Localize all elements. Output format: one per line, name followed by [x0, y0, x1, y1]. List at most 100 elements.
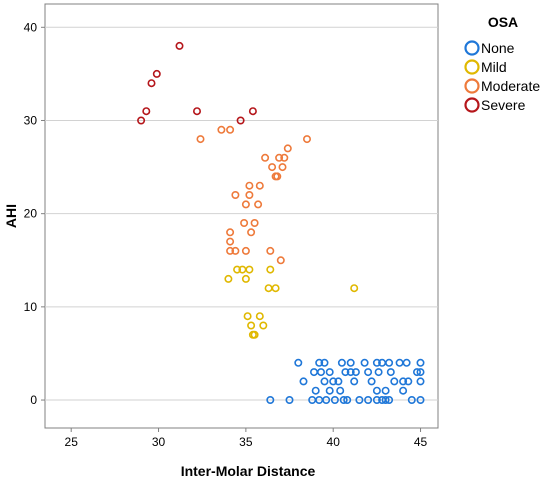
- series-mild: [224, 265, 359, 339]
- data-point: [311, 386, 320, 395]
- data-point: [341, 368, 350, 377]
- data-point: [346, 368, 355, 377]
- data-point: [399, 377, 408, 386]
- data-point: [226, 246, 235, 255]
- data-point: [360, 358, 369, 367]
- data-point: [226, 237, 235, 246]
- data-point: [364, 368, 373, 377]
- data-point: [247, 228, 256, 237]
- data-point: [330, 395, 339, 404]
- data-point: [350, 377, 359, 386]
- data-point: [240, 219, 249, 228]
- data-point: [337, 358, 346, 367]
- data-point: [346, 358, 355, 367]
- data-point: [416, 368, 425, 377]
- data-point: [325, 368, 334, 377]
- data-point: [255, 312, 264, 321]
- data-point: [336, 386, 345, 395]
- data-point: [367, 377, 376, 386]
- data-point: [266, 246, 275, 255]
- data-point: [399, 386, 408, 395]
- plot-area: [44, 3, 439, 429]
- data-point: [276, 256, 285, 265]
- series-moderate: [196, 125, 311, 265]
- series-none: [266, 358, 425, 404]
- data-point: [334, 377, 343, 386]
- x-tick-label: 25: [65, 435, 79, 449]
- data-point: [325, 386, 334, 395]
- data-point: [241, 200, 250, 209]
- data-point: [381, 386, 390, 395]
- data-points: [137, 41, 425, 404]
- data-point: [254, 200, 263, 209]
- data-point: [390, 377, 399, 386]
- data-point: [142, 107, 151, 116]
- data-point: [404, 377, 413, 386]
- data-point: [322, 395, 331, 404]
- data-point: [374, 368, 383, 377]
- data-point: [250, 219, 259, 228]
- data-point: [355, 395, 364, 404]
- data-point: [255, 181, 264, 190]
- data-point: [351, 368, 360, 377]
- data-point: [241, 246, 250, 255]
- data-point: [343, 395, 352, 404]
- data-point: [271, 284, 280, 293]
- y-tick-label: 10: [24, 300, 38, 314]
- legend-label-severe: Severe: [481, 97, 526, 113]
- data-point: [243, 312, 252, 321]
- data-point: [385, 395, 394, 404]
- data-point: [315, 358, 324, 367]
- data-point: [245, 191, 254, 200]
- data-point: [385, 358, 394, 367]
- legend: OSA None Mild Moderate Severe: [464, 14, 540, 113]
- data-point: [266, 265, 275, 274]
- data-point: [245, 181, 254, 190]
- data-point: [302, 135, 311, 144]
- y-tick-label: 30: [24, 113, 38, 127]
- legend-title: OSA: [488, 14, 518, 30]
- data-point: [283, 144, 292, 153]
- data-point: [217, 125, 226, 134]
- data-point: [266, 395, 275, 404]
- y-axis-ticks: 0 10 20 30 40: [24, 20, 45, 407]
- data-point: [372, 386, 381, 395]
- data-point: [245, 265, 254, 274]
- data-point: [175, 41, 184, 50]
- data-point: [320, 358, 329, 367]
- data-point: [416, 358, 425, 367]
- data-point: [299, 377, 308, 386]
- data-point: [233, 265, 242, 274]
- x-tick-label: 40: [327, 435, 341, 449]
- data-point: [259, 321, 268, 330]
- legend-marker-moderate: [464, 78, 480, 94]
- data-point: [280, 153, 289, 162]
- y-tick-label: 20: [24, 207, 38, 221]
- data-point: [273, 172, 282, 181]
- data-point: [285, 395, 294, 404]
- data-point: [416, 395, 425, 404]
- data-point: [241, 274, 250, 283]
- data-point: [137, 116, 146, 125]
- data-point: [193, 107, 202, 116]
- legend-label-none: None: [481, 40, 515, 56]
- data-point: [275, 153, 284, 162]
- data-point: [316, 368, 325, 377]
- x-axis-title: Inter-Molar Distance: [181, 463, 316, 479]
- data-point: [416, 377, 425, 386]
- data-point: [364, 395, 373, 404]
- legend-marker-severe: [464, 97, 480, 113]
- y-tick-label: 40: [24, 20, 38, 34]
- data-point: [402, 358, 411, 367]
- data-point: [407, 395, 416, 404]
- series-severe: [137, 41, 257, 125]
- data-point: [372, 358, 381, 367]
- data-point: [268, 163, 277, 172]
- data-point: [261, 153, 270, 162]
- data-point: [250, 330, 259, 339]
- x-tick-label: 30: [152, 435, 166, 449]
- data-point: [248, 107, 257, 116]
- data-point: [294, 358, 303, 367]
- data-point: [231, 191, 240, 200]
- data-point: [350, 284, 359, 293]
